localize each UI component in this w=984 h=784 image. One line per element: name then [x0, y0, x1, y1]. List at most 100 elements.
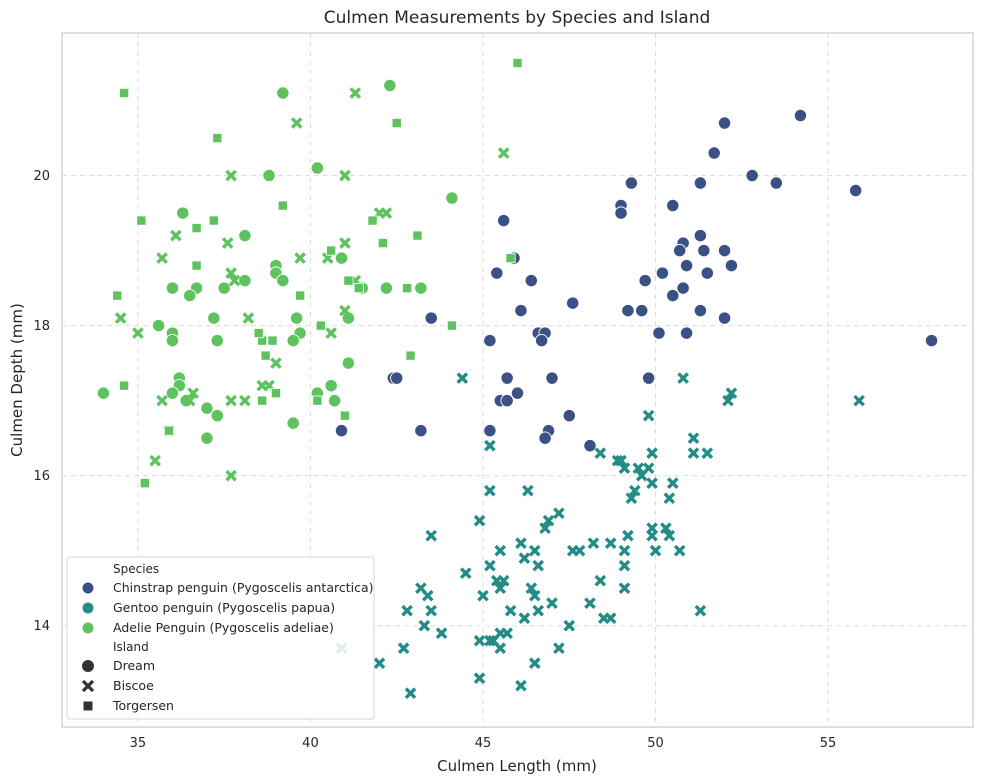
data-point-chinstrap-dream [424, 311, 438, 325]
data-point-adelie-biscoe [114, 312, 127, 324]
legend: Species Chinstrap penguin (Pygoscelis an… [66, 556, 375, 720]
data-point-adelie-dream [207, 311, 221, 325]
legend-marker-torgersen-square-icon [83, 701, 93, 711]
data-point-adelie-dream [238, 228, 252, 243]
data-points [96, 58, 939, 700]
data-point-adelie-biscoe [156, 252, 168, 264]
data-point-chinstrap-dream [490, 266, 504, 280]
data-point-gentoo-biscoe [629, 484, 641, 497]
data-point-adelie-dream [165, 386, 180, 400]
data-point-gentoo-biscoe [532, 559, 545, 572]
data-point-adelie-torgersen [260, 350, 271, 361]
data-point-gentoo-biscoe [646, 477, 658, 489]
data-point-adelie-dream [445, 191, 459, 205]
data-point-gentoo-biscoe [660, 522, 672, 534]
data-point-adelie-dream [96, 386, 111, 400]
data-point-adelie-torgersen [402, 283, 413, 294]
data-point-gentoo-biscoe [649, 544, 662, 557]
data-point-adelie-dream [200, 401, 214, 415]
y-tick-label: 20 [33, 169, 50, 184]
data-point-adelie-dream [327, 393, 342, 408]
data-point-adelie-torgersen [412, 230, 423, 241]
legend-species-title: Species [113, 562, 159, 576]
y-axis-label: Culmen Depth (mm) [8, 303, 26, 457]
data-point-adelie-dream [176, 206, 190, 220]
data-point-adelie-biscoe [294, 252, 306, 264]
data-point-gentoo-biscoe [518, 552, 531, 564]
data-point-chinstrap-dream [514, 303, 528, 318]
data-point-chinstrap-dream [717, 116, 732, 130]
data-point-gentoo-biscoe [622, 529, 634, 542]
data-point-gentoo-biscoe [425, 529, 438, 542]
data-point-adelie-dream [238, 273, 252, 288]
data-point-gentoo-biscoe [618, 559, 631, 572]
data-point-chinstrap-dream [524, 273, 538, 288]
data-point-chinstrap-dream [562, 408, 576, 423]
data-point-chinstrap-dream [679, 258, 694, 273]
data-point-chinstrap-dream [693, 228, 708, 243]
data-point-gentoo-biscoe [518, 612, 531, 625]
data-point-adelie-dream [276, 86, 290, 100]
data-point-adelie-torgersen [253, 328, 264, 339]
data-point-chinstrap-dream [510, 386, 525, 400]
data-point-chinstrap-dream [707, 146, 721, 160]
data-point-gentoo-biscoe [646, 529, 658, 542]
data-point-gentoo-biscoe [401, 604, 413, 617]
data-point-gentoo-biscoe [484, 559, 496, 572]
data-point-adelie-torgersen [212, 133, 223, 144]
legend-marker-biscoe-x-icon [81, 679, 95, 693]
data-point-chinstrap-dream [621, 303, 635, 318]
data-point-gentoo-biscoe [618, 462, 631, 474]
data-point-chinstrap-dream [717, 243, 732, 258]
data-point-chinstrap-dream [693, 176, 708, 190]
data-point-gentoo-biscoe [584, 597, 596, 610]
data-point-gentoo-biscoe [604, 612, 617, 625]
data-point-adelie-torgersen [277, 200, 288, 211]
data-point-adelie-dream [310, 161, 325, 175]
data-point-adelie-dream [341, 356, 356, 370]
data-point-gentoo-biscoe [563, 619, 576, 632]
data-point-gentoo-biscoe [701, 447, 714, 459]
data-point-gentoo-biscoe [421, 589, 434, 602]
data-point-adelie-dream [286, 333, 300, 348]
data-point-gentoo-biscoe [542, 514, 555, 527]
data-point-gentoo-biscoe [532, 604, 545, 617]
data-point-adelie-dream [276, 273, 290, 288]
data-point-chinstrap-dream [566, 296, 580, 310]
data-point-chinstrap-dream [673, 243, 687, 258]
data-point-adelie-torgersen [367, 215, 378, 226]
data-point-adelie-torgersen [446, 320, 457, 331]
data-point-gentoo-biscoe [635, 469, 648, 482]
data-point-adelie-biscoe [270, 357, 282, 369]
data-point-chinstrap-dream [676, 281, 690, 295]
y-tick-label: 18 [33, 319, 50, 334]
data-point-adelie-dream [151, 318, 166, 333]
data-point-adelie-torgersen [267, 335, 278, 346]
data-point-gentoo-biscoe [522, 484, 534, 497]
data-point-adelie-torgersen [295, 290, 306, 301]
data-point-chinstrap-dream [538, 431, 552, 445]
data-point-adelie-biscoe [242, 312, 255, 324]
data-point-gentoo-biscoe [677, 372, 689, 384]
data-point-chinstrap-dream [666, 198, 680, 213]
data-point-adelie-biscoe [290, 117, 303, 129]
data-point-adelie-biscoe [225, 169, 237, 182]
data-point-gentoo-biscoe [666, 477, 679, 489]
data-point-chinstrap-dream [483, 333, 497, 348]
data-point-gentoo-biscoe [515, 679, 527, 692]
data-point-adelie-torgersen [405, 350, 416, 361]
data-point-chinstrap-dream [793, 108, 808, 123]
data-point-chinstrap-dream [697, 243, 711, 258]
data-point-gentoo-biscoe [573, 544, 586, 557]
data-point-chinstrap-dream [614, 206, 628, 220]
data-point-gentoo-biscoe [435, 627, 448, 640]
data-point-gentoo-biscoe [528, 589, 541, 602]
data-point-adelie-biscoe [221, 237, 234, 249]
data-point-gentoo-biscoe [663, 492, 676, 504]
data-point-chinstrap-dream [745, 168, 759, 183]
data-point-chinstrap-dream [638, 273, 652, 288]
data-point-gentoo-biscoe [642, 409, 655, 422]
data-point-adelie-torgersen [119, 380, 130, 391]
data-point-adelie-dream [165, 333, 180, 348]
data-point-chinstrap-dream [497, 213, 511, 228]
